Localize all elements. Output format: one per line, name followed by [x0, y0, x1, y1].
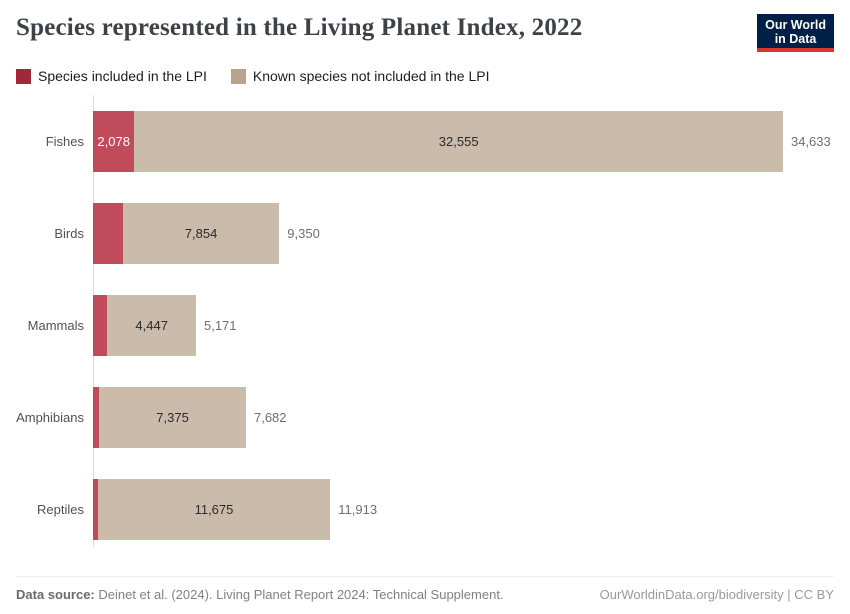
bar-segment-included[interactable] — [93, 478, 98, 540]
legend-item-1[interactable]: Known species not included in the LPI — [230, 68, 490, 84]
bar-group: 7,854 9,350 — [93, 202, 320, 264]
category-label: Amphibians — [16, 409, 84, 425]
bar-value-label: 7,854 — [184, 225, 218, 241]
bar-segment-included[interactable] — [93, 202, 123, 264]
category-label: Mammals — [27, 317, 84, 333]
total-label: 34,633 — [790, 133, 831, 149]
legend-swatch-icon — [16, 68, 31, 84]
category-label: Reptiles — [37, 501, 84, 517]
bar-value-label: 32,555 — [438, 133, 479, 149]
chart-row: Amphibians 7,375 7,682 — [16, 371, 850, 463]
legend-label: Species included in the LPI — [38, 68, 207, 84]
stacked-bar: 4,447 — [93, 294, 196, 356]
legend-swatch-icon — [230, 68, 246, 84]
owid-chart-page: { "header": { "title": "Species represen… — [0, 14, 850, 614]
owid-logo-line2: in Data — [774, 32, 817, 46]
bar-value-label: 7,375 — [156, 409, 189, 425]
legend-item-0[interactable]: Species included in the LPI — [16, 68, 207, 84]
bar-segment-included[interactable] — [93, 386, 100, 448]
stacked-bar: 11,675 — [93, 478, 331, 540]
bar-group: 11,675 11,913 — [93, 478, 378, 540]
bar-value-label: 4,447 — [135, 317, 168, 333]
bar-segment-not-included[interactable]: 7,854 — [122, 202, 280, 264]
data-source-text: Deinet et al. (2024). Living Planet Repo… — [94, 587, 504, 602]
stacked-bar: 7,375 — [93, 386, 246, 448]
data-source-note: Data source: Deinet et al. (2024). Livin… — [16, 587, 504, 602]
stacked-bar: 7,854 — [93, 202, 280, 264]
stacked-bar: 2,078 32,555 — [93, 110, 783, 172]
bar-segment-not-included[interactable]: 7,375 — [99, 386, 246, 448]
total-label: 7,682 — [253, 409, 287, 425]
owid-logo-line1: Our World — [765, 18, 826, 32]
stacked-bar-chart: Fishes 2,078 32,555 34,633 Birds 7,854 9,350 Ma… — [16, 95, 850, 555]
bar-segment-not-included[interactable]: 11,675 — [97, 478, 331, 540]
header: Species represented in the Living Planet… — [16, 14, 834, 52]
bar-group: 7,375 7,682 — [93, 386, 287, 448]
total-label: 9,350 — [287, 225, 320, 241]
bar-group: 4,447 5,171 — [93, 294, 237, 356]
category-label: Fishes — [45, 133, 84, 149]
chart-legend: Species included in the LPI Known species… — [16, 68, 850, 84]
chart-row: Fishes 2,078 32,555 34,633 — [16, 95, 850, 187]
chart-row: Birds 7,854 9,350 — [16, 187, 850, 279]
bar-value-label: 2,078 — [97, 133, 130, 149]
bar-segment-not-included[interactable]: 4,447 — [107, 294, 196, 356]
chart-row: Reptiles 11,675 11,913 — [16, 463, 850, 555]
bar-segment-included[interactable]: 2,078 — [93, 110, 135, 172]
chart-rows: Fishes 2,078 32,555 34,633 Birds 7,854 9,350 Ma… — [16, 95, 850, 555]
bar-value-label: 11,675 — [194, 501, 234, 517]
bar-segment-not-included[interactable]: 32,555 — [134, 110, 783, 172]
total-label: 11,913 — [338, 501, 378, 517]
data-source-label: Data source: — [16, 587, 95, 602]
bar-group: 2,078 32,555 34,633 — [93, 110, 831, 172]
page-title: Species represented in the Living Planet… — [16, 14, 583, 41]
category-label: Birds — [54, 225, 84, 241]
total-label: 5,171 — [203, 317, 237, 333]
legend-label: Known species not included in the LPI — [252, 68, 490, 84]
credit-link[interactable]: OurWorldinData.org/biodiversity | CC BY — [599, 587, 834, 602]
owid-logo[interactable]: Our World in Data — [757, 14, 834, 52]
chart-row: Mammals 4,447 5,171 — [16, 279, 850, 371]
bar-segment-included[interactable] — [93, 294, 108, 356]
footer: Data source: Deinet et al. (2024). Livin… — [16, 576, 834, 602]
